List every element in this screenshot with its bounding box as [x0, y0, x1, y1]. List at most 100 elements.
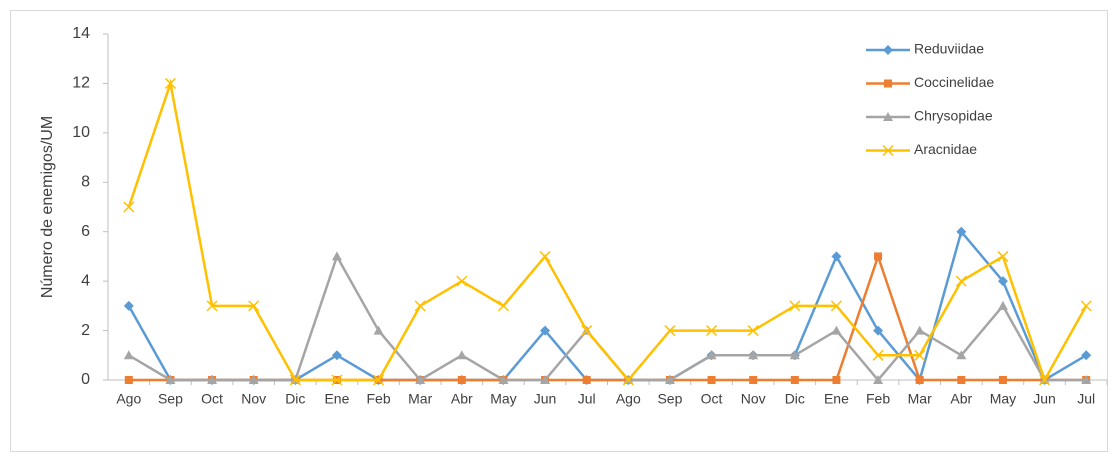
y-tick-label: 6: [81, 223, 90, 240]
marker: [706, 325, 718, 337]
marker: [373, 325, 384, 335]
marker: [747, 325, 759, 337]
legend-label: Chrysopidae: [914, 108, 993, 124]
legend-label: Coccinelidae: [914, 74, 994, 90]
marker: [914, 349, 926, 361]
x-tick-label: Mar: [908, 391, 932, 407]
x-tick-label: Jun: [1033, 391, 1056, 407]
marker: [248, 300, 260, 312]
marker: [498, 375, 509, 384]
marker: [206, 300, 218, 312]
marker: [882, 144, 894, 157]
marker: [289, 374, 301, 386]
marker: [706, 350, 717, 360]
marker: [831, 325, 842, 335]
marker: [874, 252, 883, 261]
x-tick-label: Jun: [534, 391, 557, 407]
marker: [123, 350, 134, 360]
marker: [123, 201, 135, 213]
marker: [873, 375, 884, 384]
marker: [749, 376, 758, 384]
legend-label: Reduviidae: [914, 41, 984, 57]
marker: [373, 374, 385, 386]
y-tick-label: 4: [81, 272, 90, 289]
x-tick-label: Abr: [950, 391, 972, 407]
marker: [331, 350, 342, 361]
marker: [540, 375, 551, 384]
marker: [789, 350, 800, 360]
marker: [884, 79, 892, 88]
marker: [1081, 375, 1092, 384]
marker: [123, 300, 134, 311]
x-tick-label: Jul: [1077, 391, 1095, 407]
x-tick-label: Jul: [578, 391, 596, 407]
marker: [540, 325, 551, 336]
marker: [1080, 300, 1092, 312]
y-tick-label: 8: [81, 174, 90, 191]
x-tick-label: Ene: [324, 391, 349, 407]
x-tick-label: Dic: [285, 391, 305, 407]
marker: [914, 325, 925, 335]
marker: [664, 325, 676, 337]
marker: [664, 375, 675, 384]
marker: [497, 300, 509, 312]
marker: [622, 374, 634, 386]
marker: [873, 325, 884, 336]
marker: [790, 376, 799, 384]
x-tick-label: Oct: [701, 391, 723, 407]
x-tick-label: Sep: [158, 391, 183, 407]
x-tick-label: Mar: [408, 391, 432, 407]
marker: [124, 376, 133, 384]
chart-frame: [10, 10, 1108, 452]
x-tick-label: Oct: [201, 391, 223, 407]
y-tick-label: 0: [81, 371, 90, 388]
marker: [748, 350, 759, 360]
marker: [582, 376, 591, 384]
marker: [830, 300, 842, 312]
marker: [998, 376, 1007, 384]
x-tick-label: Ago: [116, 391, 141, 407]
x-tick-label: Dic: [785, 391, 805, 407]
x-tick-label: May: [490, 391, 516, 407]
y-axis-title: Número de enemigos/UM: [39, 116, 56, 298]
marker: [997, 250, 1009, 262]
marker: [997, 276, 1008, 287]
marker: [415, 375, 426, 384]
marker: [165, 375, 176, 384]
marker: [997, 300, 1008, 310]
x-tick-label: Nov: [741, 391, 766, 407]
marker: [832, 376, 841, 384]
marker: [872, 349, 884, 361]
marker: [707, 376, 716, 384]
x-tick-label: Ago: [616, 391, 641, 407]
marker: [414, 300, 426, 312]
marker: [955, 275, 967, 287]
marker: [883, 112, 893, 121]
marker: [957, 376, 966, 384]
marker: [457, 376, 466, 384]
marker: [456, 350, 467, 360]
series-line: [127, 78, 1088, 384]
x-tick-label: Sep: [657, 391, 682, 407]
marker: [789, 300, 801, 312]
x-tick-label: Ene: [824, 391, 849, 407]
y-tick-label: 14: [72, 25, 90, 42]
x-tick-label: Abr: [451, 391, 473, 407]
x-tick-label: May: [990, 391, 1016, 407]
legend-label: Aracnidae: [914, 141, 977, 157]
marker: [1039, 374, 1051, 386]
marker: [956, 350, 967, 360]
marker: [915, 376, 924, 384]
x-tick-label: Feb: [367, 391, 391, 407]
marker: [883, 45, 893, 55]
marker: [248, 375, 259, 384]
x-tick-label: Feb: [866, 391, 890, 407]
y-tick-label: 12: [72, 75, 90, 92]
marker: [207, 375, 218, 384]
marker: [331, 374, 343, 386]
y-tick-label: 2: [81, 322, 90, 339]
marker: [1081, 350, 1092, 361]
marker: [331, 251, 342, 261]
marker: [456, 275, 468, 287]
